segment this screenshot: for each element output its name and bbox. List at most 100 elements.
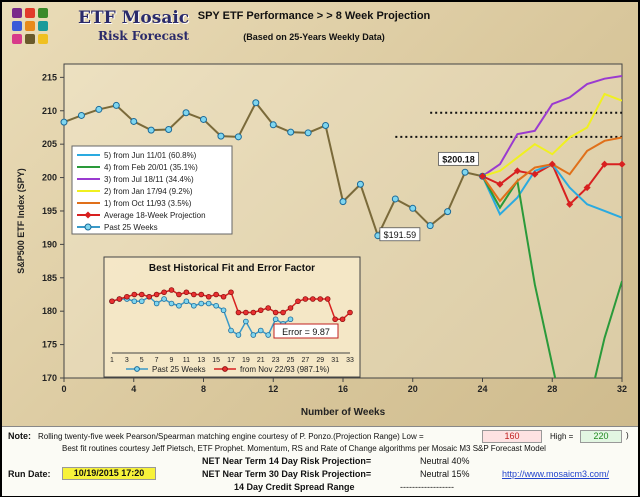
inset-point xyxy=(146,293,152,300)
logo-dot xyxy=(25,8,35,18)
past-week-point xyxy=(356,180,364,188)
inset-point xyxy=(138,291,145,298)
past-week-point xyxy=(461,168,469,176)
past-week-point xyxy=(339,198,347,206)
risk-30-value: Neutral 15% xyxy=(420,469,470,479)
projection-point xyxy=(496,180,504,188)
credit-spread-label: 14 Day Credit Spread Range xyxy=(234,482,355,492)
logo-dot xyxy=(25,34,35,44)
inset-tick-label: 13 xyxy=(197,357,205,364)
past-week-point xyxy=(391,195,399,203)
projection-point xyxy=(618,160,626,168)
inset-point xyxy=(317,296,324,302)
price-label: $191.59 xyxy=(384,230,417,240)
projection-point xyxy=(478,172,487,180)
inset-tick-label: 15 xyxy=(212,357,220,364)
past-week-point xyxy=(252,99,260,107)
inset-point xyxy=(302,296,309,302)
x-tick-label: 28 xyxy=(547,384,557,394)
y-tick-label: 210 xyxy=(42,106,57,116)
x-tick-label: 4 xyxy=(131,384,136,394)
x-axis-label: Number of Weeks xyxy=(301,407,386,418)
price-label: $200.18 xyxy=(442,154,475,164)
inset-title: Best Historical Fit and Error Factor xyxy=(149,263,315,274)
x-tick-label: 32 xyxy=(617,384,627,394)
past-week-point xyxy=(444,208,452,216)
report-footer: Note: Rolling twenty-five week Pearson/S… xyxy=(2,426,638,496)
legend-label: 3) from Jul 18/11 (34.4%) xyxy=(104,175,194,184)
risk-14-value: Neutral 40% xyxy=(420,456,470,466)
past-week-point xyxy=(60,118,68,126)
risk-30-label: NET Near Term 30 Day Risk Projection= xyxy=(202,469,372,479)
inset-legend-marker xyxy=(134,366,140,372)
inset-point xyxy=(191,302,197,309)
series-line xyxy=(481,75,622,178)
inset-point xyxy=(198,291,205,298)
inset-legend-marker xyxy=(222,366,228,372)
inset-tick-label: 31 xyxy=(331,357,339,364)
inset-point xyxy=(183,289,190,296)
x-tick-label: 16 xyxy=(338,384,348,394)
y-tick-label: 185 xyxy=(42,273,57,283)
past-week-point xyxy=(200,115,207,123)
past-week-point xyxy=(409,204,417,212)
inset-point xyxy=(228,327,234,334)
legend-label: 4) from Feb 20/01 (35.1%) xyxy=(104,163,198,172)
inset-point xyxy=(153,291,160,298)
inset-point xyxy=(243,318,249,325)
projection-point xyxy=(566,200,574,208)
inset-point xyxy=(153,300,160,307)
x-tick-label: 20 xyxy=(408,384,418,394)
y-tick-label: 215 xyxy=(42,72,57,82)
past-week-point xyxy=(112,101,120,109)
past-week-point xyxy=(165,125,173,133)
brand-name: ETF Mosaic xyxy=(78,8,190,28)
price-annotations: $200.18 $191.59 xyxy=(379,151,479,242)
inset-tick-label: 33 xyxy=(346,357,354,364)
inset-tick-label: 27 xyxy=(301,357,309,364)
inset-point xyxy=(168,287,175,293)
inset-point xyxy=(131,298,138,305)
inset-point xyxy=(228,289,234,296)
inset-point xyxy=(243,309,249,316)
past-week-point xyxy=(77,111,85,119)
series-markers xyxy=(60,99,626,240)
inset-point xyxy=(235,309,242,316)
inset-point xyxy=(124,293,130,300)
inset-point xyxy=(176,302,182,309)
x-tick-label: 12 xyxy=(268,384,278,394)
logo-dot xyxy=(12,34,22,44)
inset-point xyxy=(235,332,242,338)
y-tick-label: 175 xyxy=(42,340,57,350)
close-paren: ) xyxy=(626,431,629,440)
inset-point xyxy=(191,291,197,298)
inset-point xyxy=(213,291,219,298)
low-value: 160 xyxy=(482,430,542,443)
past-week-point xyxy=(217,132,225,140)
series-line xyxy=(481,175,622,378)
inset-point xyxy=(257,307,264,314)
inset-point xyxy=(295,298,301,305)
y-tick-label: 205 xyxy=(42,139,57,149)
past-week-point xyxy=(147,126,155,134)
x-tick-label: 8 xyxy=(201,384,206,394)
brand-subtitle: Risk Forecast xyxy=(98,29,189,43)
run-date-value: 10/19/2015 17:20 xyxy=(62,467,156,480)
note-text: Rolling twenty-five week Pearson/Spearma… xyxy=(38,432,424,441)
past-week-point xyxy=(95,105,103,113)
legend-box xyxy=(71,145,233,235)
inset-point xyxy=(250,332,257,338)
inset-point xyxy=(332,316,338,323)
inset-point xyxy=(272,316,279,323)
inset-tick-label: 21 xyxy=(257,357,265,364)
price-label-box xyxy=(438,151,479,166)
inset-point xyxy=(116,296,123,302)
website-link[interactable]: http://www.mosaicm3.com/ xyxy=(502,469,610,479)
logo-dot xyxy=(38,8,48,18)
legend-label: Past 25 Weeks xyxy=(104,223,158,232)
inset-legend-label: Past 25 Weeks xyxy=(152,365,206,374)
inset-tick-label: 5 xyxy=(140,357,144,364)
inset-point xyxy=(205,300,212,307)
inset-tick-label: 11 xyxy=(183,357,190,364)
